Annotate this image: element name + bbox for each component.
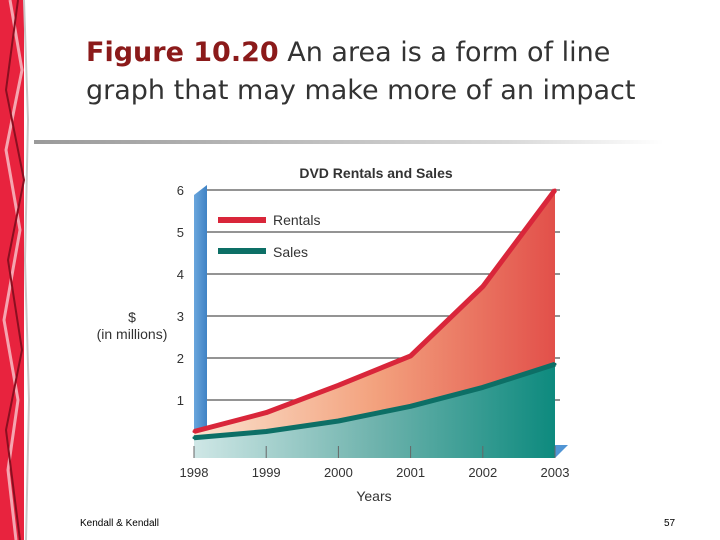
legend-label-sales: Sales [273, 244, 308, 260]
title-text: An area is a form of line graph that may… [86, 37, 636, 106]
y-tick-4: 4 [177, 267, 184, 282]
point-sales-1999 [264, 430, 268, 433]
left-decorative-border [0, 0, 31, 540]
line-rentals [193, 188, 558, 434]
point-rentals-2000 [336, 383, 340, 387]
x-tick-2000: 2000 [324, 465, 353, 480]
point-rentals-2001 [409, 354, 413, 358]
slide-title: Figure 10.20 An area is a form of line g… [86, 34, 686, 110]
chart-title: DVD Rentals and Sales [299, 165, 452, 181]
x-tick-1998: 1998 [180, 465, 209, 480]
line-sales [193, 361, 556, 441]
point-sales-1998 [192, 436, 196, 440]
point-sales-2001 [409, 404, 413, 408]
y-tick-2: 2 [177, 351, 184, 366]
y-axis-wall [194, 185, 207, 458]
x-tick-2001: 2001 [396, 465, 425, 480]
figure-number: Figure 10.20 [86, 37, 279, 68]
y-tick-1: 1 [177, 393, 184, 408]
point-sales-2002 [481, 385, 485, 389]
footer-author: Kendall & Kendall [80, 518, 159, 529]
point-rentals-1998 [192, 430, 196, 433]
y-axis-label-line1: $ [128, 309, 136, 325]
point-sales-2003 [553, 362, 557, 366]
y-tick-3: 3 [177, 309, 184, 324]
y-tick-6: 6 [177, 183, 184, 198]
x-tick-2003: 2003 [541, 465, 570, 480]
area-sales [194, 364, 555, 458]
point-rentals-2003 [553, 188, 557, 192]
y-axis-tick-labels: 1 2 3 4 5 6 [177, 183, 184, 408]
legend: Rentals Sales [218, 212, 320, 260]
legend-label-rentals: Rentals [273, 212, 320, 228]
y-tick-5: 5 [177, 225, 184, 240]
point-rentals-1999 [264, 411, 268, 415]
point-rentals-2002 [481, 285, 485, 289]
title-divider [34, 140, 664, 144]
x-axis-tick-labels: 1998 1999 2000 2001 2002 2003 [180, 446, 570, 480]
page-number: 57 [664, 518, 676, 529]
x-tick-1999: 1999 [252, 465, 281, 480]
area-series [192, 188, 558, 458]
y-axis-label-line2: (in millions) [97, 326, 168, 342]
point-sales-2000 [336, 419, 340, 423]
x-tick-2002: 2002 [468, 465, 497, 480]
x-axis-label: Years [356, 488, 391, 504]
